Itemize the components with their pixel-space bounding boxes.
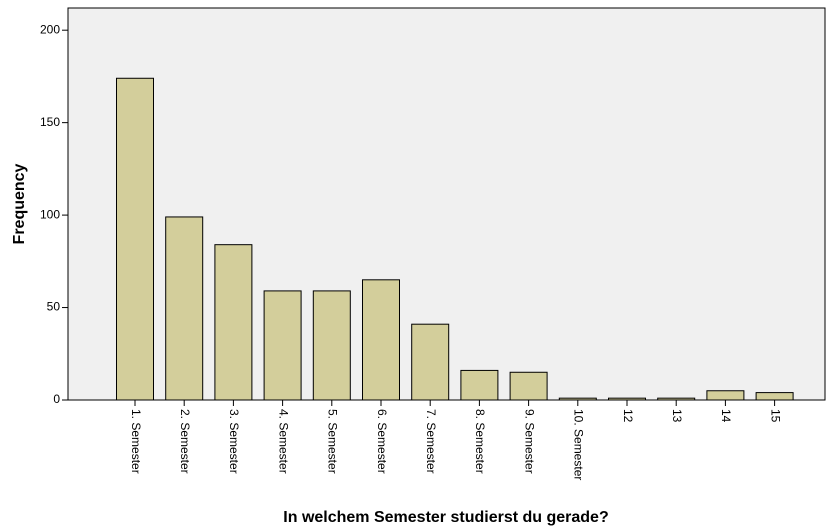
x-tick-label: 1. Semester xyxy=(129,409,143,474)
bar xyxy=(312,290,351,401)
bar xyxy=(263,290,302,401)
bar xyxy=(558,397,597,401)
x-tick-label: 10. Semester xyxy=(572,409,586,480)
bar xyxy=(755,392,794,401)
x-tick-label: 7. Semester xyxy=(424,409,438,474)
bar xyxy=(214,244,253,401)
x-tick-label: 6. Semester xyxy=(375,409,389,474)
x-tick-label: 8. Semester xyxy=(473,409,487,474)
x-axis-label: In welchem Semester studierst du gerade? xyxy=(283,509,608,526)
bar xyxy=(509,371,548,401)
x-tick-label: 2. Semester xyxy=(178,409,192,474)
y-axis-label: Frequency xyxy=(11,163,28,244)
x-tick-label: 12 xyxy=(621,409,635,423)
bar xyxy=(608,397,646,401)
x-tick-label: 13 xyxy=(670,409,684,423)
y-tick-label: 0 xyxy=(53,392,60,406)
bar xyxy=(165,216,204,401)
bar xyxy=(657,397,696,401)
x-tick-label: 14 xyxy=(719,409,733,423)
x-tick-label: 4. Semester xyxy=(276,409,290,474)
bar xyxy=(116,77,154,401)
bar xyxy=(362,279,400,401)
x-tick-label: 9. Semester xyxy=(522,409,536,474)
y-tick-label: 50 xyxy=(47,300,61,314)
bar xyxy=(460,369,499,401)
bar xyxy=(706,390,745,401)
y-tick-label: 200 xyxy=(40,22,60,36)
x-tick-label: 15 xyxy=(768,409,782,423)
y-tick-label: 150 xyxy=(40,115,60,129)
x-tick-label: 5. Semester xyxy=(326,409,340,474)
bar xyxy=(411,323,450,401)
y-tick-label: 100 xyxy=(40,207,60,221)
x-tick-label: 3. Semester xyxy=(227,409,241,474)
